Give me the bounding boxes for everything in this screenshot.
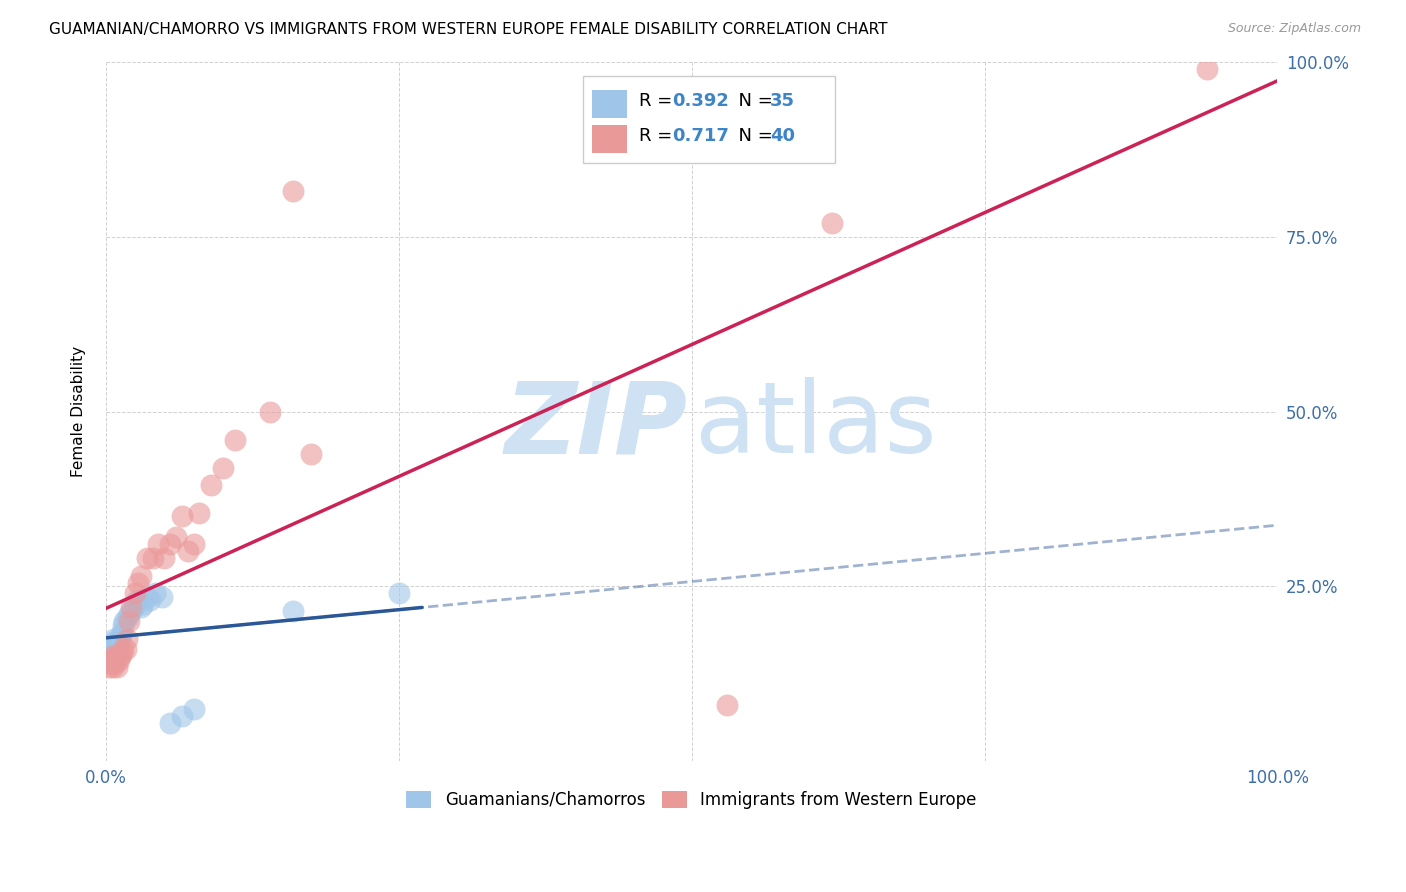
Point [118, 607, 141, 622]
Point [98, 646, 121, 660]
Point [100, 642, 122, 657]
Point [143, 586, 166, 600]
Point [107, 659, 129, 673]
Point [115, 632, 138, 646]
Point [132, 597, 155, 611]
Text: atlas: atlas [695, 377, 936, 474]
Point [121, 600, 143, 615]
Point [104, 646, 127, 660]
Point [150, 590, 173, 604]
Point [165, 530, 187, 544]
Text: N =: N = [727, 128, 779, 145]
Legend: Guamanians/Chamorros, Immigrants from Western Europe: Guamanians/Chamorros, Immigrants from We… [399, 784, 983, 815]
Point [135, 590, 157, 604]
Point [127, 593, 149, 607]
Point [114, 642, 136, 657]
Text: 0.392: 0.392 [672, 92, 728, 111]
Point [821, 216, 844, 230]
Point [177, 544, 200, 558]
Point [224, 433, 246, 447]
Point [103, 632, 125, 646]
Point [1197, 62, 1219, 76]
Point [101, 659, 124, 673]
Point [104, 657, 127, 671]
Point [124, 586, 146, 600]
Point [115, 611, 138, 625]
Text: 40: 40 [770, 128, 796, 145]
Point [101, 653, 124, 667]
Point [97, 653, 120, 667]
Point [107, 642, 129, 657]
Point [128, 575, 150, 590]
Point [100, 649, 122, 664]
Point [100, 653, 122, 667]
Point [105, 649, 128, 664]
Point [259, 404, 281, 418]
Point [139, 593, 162, 607]
Point [103, 642, 125, 657]
Text: R =: R = [638, 128, 678, 145]
Point [105, 639, 128, 653]
Point [153, 551, 176, 566]
Text: 35: 35 [770, 92, 796, 111]
Text: ZIP: ZIP [505, 377, 688, 474]
Text: GUAMANIAN/CHAMORRO VS IMMIGRANTS FROM WESTERN EUROPE FEMALE DISABILITY CORRELATI: GUAMANIAN/CHAMORRO VS IMMIGRANTS FROM WE… [49, 22, 887, 37]
Point [108, 649, 131, 664]
Text: R =: R = [638, 92, 678, 111]
Point [170, 509, 193, 524]
Point [135, 551, 157, 566]
Point [107, 653, 129, 667]
FancyBboxPatch shape [592, 90, 627, 118]
Point [124, 597, 146, 611]
Point [200, 478, 222, 492]
Point [299, 446, 322, 460]
Point [100, 649, 122, 664]
Point [188, 506, 211, 520]
Point [212, 460, 235, 475]
Text: Source: ZipAtlas.com: Source: ZipAtlas.com [1227, 22, 1361, 36]
Point [129, 569, 152, 583]
Point [112, 617, 135, 632]
Point [716, 698, 738, 713]
Point [283, 604, 305, 618]
Point [183, 537, 205, 551]
Point [159, 537, 181, 551]
Point [388, 586, 411, 600]
FancyBboxPatch shape [592, 125, 627, 153]
Point [114, 615, 136, 629]
Point [121, 604, 143, 618]
Point [183, 701, 205, 715]
FancyBboxPatch shape [582, 76, 835, 163]
Point [110, 628, 132, 642]
Point [122, 600, 145, 615]
Text: 0.717: 0.717 [672, 128, 728, 145]
Y-axis label: Female Disability: Female Disability [72, 346, 86, 477]
Point [101, 635, 124, 649]
Point [283, 185, 305, 199]
Point [107, 635, 129, 649]
Text: N =: N = [727, 92, 779, 111]
Point [129, 600, 152, 615]
Point [98, 659, 121, 673]
Point [142, 551, 165, 566]
Point [111, 646, 134, 660]
Point [100, 639, 122, 653]
Point [148, 537, 170, 551]
Point [111, 624, 134, 639]
Point [112, 642, 135, 657]
Point [100, 657, 122, 671]
Point [97, 657, 120, 671]
Point [118, 615, 141, 629]
Point [170, 708, 193, 723]
Point [108, 632, 131, 646]
Point [159, 715, 181, 730]
Point [103, 653, 125, 667]
